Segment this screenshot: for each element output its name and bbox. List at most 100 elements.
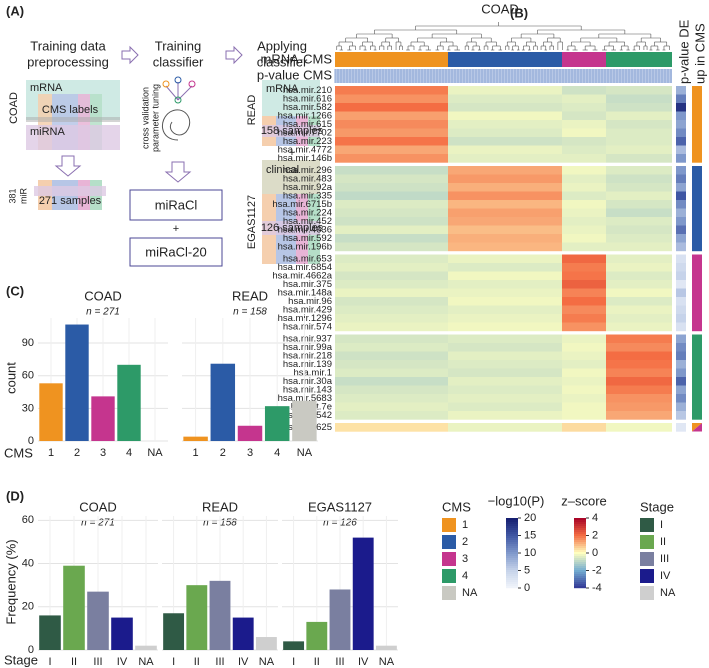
up-cell xyxy=(692,154,702,163)
row-label: hsa.mir.574 xyxy=(283,321,332,332)
heatmap-cell xyxy=(335,242,448,252)
heatmap-cell xyxy=(562,394,606,403)
row-label: hsa.mir.452 xyxy=(283,216,332,227)
legend-label: NA xyxy=(462,587,478,599)
heatmap-cell xyxy=(335,154,448,163)
colorbar-step xyxy=(574,550,586,553)
colorbar-step xyxy=(506,580,518,583)
heatmap-cell xyxy=(448,402,562,412)
bar xyxy=(232,617,254,650)
heatmap-cell xyxy=(606,208,672,218)
colorbar-step xyxy=(506,542,518,545)
row-label: hsa.mir.7702 xyxy=(278,127,332,138)
chart-subtitle: n = 271 xyxy=(86,307,120,318)
cms-annotation xyxy=(448,52,562,67)
classifier: miRaCl-20 xyxy=(145,244,206,259)
up-cell xyxy=(692,111,702,121)
heatmap-cell xyxy=(606,360,672,369)
y-tick-label: 90 xyxy=(22,337,34,349)
heatmap-cell xyxy=(448,288,562,298)
colorbar-step xyxy=(574,552,586,555)
up-cell xyxy=(692,254,702,264)
up-cell xyxy=(692,86,702,95)
colorbar-step xyxy=(574,568,586,571)
colorbar-step xyxy=(574,536,586,539)
heatmap-cell xyxy=(448,351,562,361)
up-cell xyxy=(692,128,702,138)
heatmap-cell xyxy=(606,423,672,432)
heatmap-cell xyxy=(562,86,606,95)
heatmap-cell xyxy=(606,128,672,138)
colorbar-label: -4 xyxy=(592,582,602,594)
bar xyxy=(329,589,351,650)
bar xyxy=(117,364,141,441)
pvalue-cell xyxy=(676,86,686,95)
up-cell xyxy=(692,322,702,332)
heatmap-cell xyxy=(335,225,448,235)
legend-swatch xyxy=(640,535,654,549)
pvalue-cell xyxy=(676,423,686,432)
heatmap-cell xyxy=(335,305,448,315)
colorbar-step xyxy=(506,526,518,529)
x-tick-label: II xyxy=(71,656,77,668)
heatmap-title: COAD xyxy=(481,1,519,16)
x-tick-label: I xyxy=(292,656,295,668)
colorbar-step xyxy=(574,518,586,521)
heatmap-cell xyxy=(335,120,448,129)
up-cell xyxy=(692,394,702,403)
heatmap-cell xyxy=(335,288,448,298)
colorbar-label: 2 xyxy=(592,529,598,541)
legend-title: Stage xyxy=(640,499,674,514)
bar xyxy=(39,615,61,650)
y-tick-label: 60 xyxy=(22,514,34,526)
x-tick-label: I xyxy=(172,656,175,668)
heatmap-cell xyxy=(448,234,562,243)
band xyxy=(34,186,106,196)
bar xyxy=(255,637,277,650)
up-cell xyxy=(692,166,702,175)
heatmap-cell xyxy=(335,351,448,361)
heatmap-cell xyxy=(606,154,672,163)
heatmap-cell xyxy=(335,297,448,306)
heatmap-cell xyxy=(335,217,448,226)
row-label: hsa.mir.1266 xyxy=(278,110,332,121)
heatmap-cell xyxy=(562,111,606,121)
heatmap-cell xyxy=(448,225,562,235)
heatmap-cell xyxy=(606,166,672,175)
colorbar-step xyxy=(574,528,586,531)
legend-label: I xyxy=(660,519,663,531)
heatmap-cell xyxy=(448,334,562,344)
heatmap-cell xyxy=(606,254,672,264)
heatmap-cell xyxy=(335,137,448,146)
legend-swatch xyxy=(640,518,654,532)
x-tick-label: II xyxy=(194,656,200,668)
heatmap-cell xyxy=(562,368,606,378)
heatmap-cell xyxy=(562,242,606,252)
pvalue-cell xyxy=(676,154,686,163)
heatmap-cell xyxy=(448,280,562,289)
samples: 271 samples xyxy=(39,195,102,207)
heatmap-cell xyxy=(335,174,448,184)
x-tick-label: II xyxy=(314,656,320,668)
x-tick-label: NA xyxy=(138,656,154,668)
up-cell xyxy=(692,334,702,344)
heatmap-cell xyxy=(448,183,562,192)
colorbar-label: 15 xyxy=(524,529,536,541)
step-title: classifier xyxy=(153,54,204,69)
heatmap-cell xyxy=(335,263,448,272)
heatmap-cell xyxy=(448,385,562,395)
heatmap-cell xyxy=(606,280,672,289)
x-tick-label: III xyxy=(335,656,344,668)
heatmap-cell xyxy=(562,137,606,146)
bar xyxy=(283,641,305,650)
bar xyxy=(292,400,317,441)
bar xyxy=(111,617,133,650)
x-tick-label: NA xyxy=(379,656,395,668)
colorbar-step xyxy=(506,582,518,585)
heatmap-cell xyxy=(606,411,672,420)
colorbar-step xyxy=(574,562,586,565)
cohort: READ xyxy=(246,95,258,126)
heatmap-cell xyxy=(448,120,562,129)
colorbar-step xyxy=(506,566,518,569)
pvalue-cell xyxy=(676,343,686,352)
